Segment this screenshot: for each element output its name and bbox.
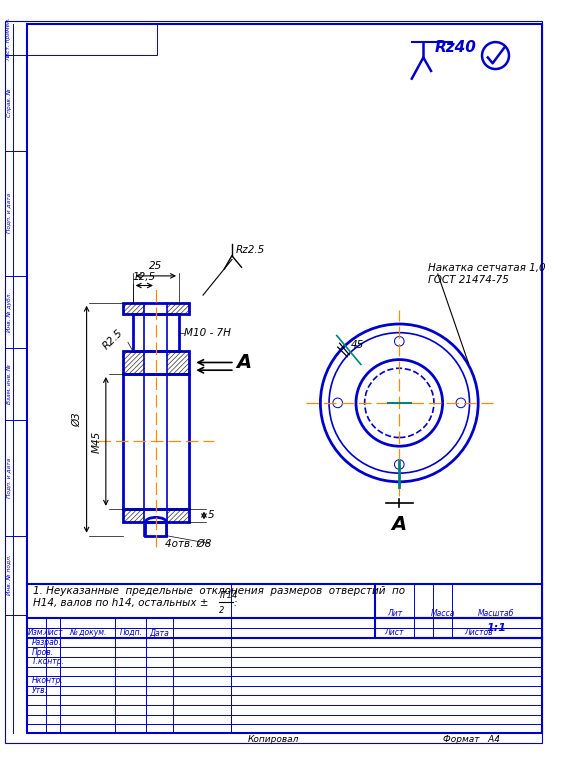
Text: 1:1: 1:1 xyxy=(486,623,507,633)
Text: Взам. инв. №: Взам. инв. № xyxy=(7,364,11,404)
Text: Копировал: Копировал xyxy=(248,735,299,744)
Text: Rz40: Rz40 xyxy=(435,40,477,55)
Text: Подп.: Подп. xyxy=(119,629,143,638)
Text: Пров.: Пров. xyxy=(32,648,54,657)
Bar xyxy=(123,351,189,374)
Text: Масса: Масса xyxy=(431,609,455,618)
Text: 1. Неуказанные  предельные  отклонения  размеров  отверстий  по: 1. Неуказанные предельные отклонения раз… xyxy=(33,587,405,597)
Text: Формат   А4: Формат А4 xyxy=(443,735,500,744)
Text: № докум.: № докум. xyxy=(69,629,106,638)
Text: Ø3: Ø3 xyxy=(72,412,82,426)
Text: Лит: Лит xyxy=(387,609,402,618)
Bar xyxy=(123,374,189,508)
Bar xyxy=(145,522,166,536)
Text: Лист: Лист xyxy=(385,629,404,638)
Text: М10 - 7Н: М10 - 7Н xyxy=(184,328,231,337)
Text: Масштаб: Масштаб xyxy=(478,609,515,618)
Text: 45: 45 xyxy=(351,340,365,350)
Text: Т.контр.: Т.контр. xyxy=(32,657,65,667)
Text: Инв. № подл.: Инв. № подл. xyxy=(6,555,12,596)
Text: 2: 2 xyxy=(219,606,225,615)
Text: ГОСТ 21474-75: ГОСТ 21474-75 xyxy=(428,275,509,285)
Text: R2.5: R2.5 xyxy=(101,328,125,351)
Text: Разраб.: Разраб. xyxy=(32,638,61,647)
Text: 4отв. Ø8: 4отв. Ø8 xyxy=(165,538,212,549)
Text: Нконтр.: Нконтр. xyxy=(32,676,64,686)
Text: Изм.: Изм. xyxy=(28,629,45,638)
Text: М45: М45 xyxy=(92,430,102,452)
Bar xyxy=(123,508,189,522)
Text: 25: 25 xyxy=(149,261,162,271)
Text: Н14, валов по h14, остальных ±: Н14, валов по h14, остальных ± xyxy=(33,598,211,608)
Text: Справ. №: Справ. № xyxy=(6,88,12,117)
Text: А: А xyxy=(237,353,252,372)
Text: Подп. и дата: Подп. и дата xyxy=(7,193,11,233)
Text: :: : xyxy=(234,598,237,608)
Text: Листов: Листов xyxy=(464,629,492,638)
Text: Лист. примен.: Лист. примен. xyxy=(7,17,11,61)
Text: 12,5: 12,5 xyxy=(133,271,156,282)
Text: Инв. № дубл.: Инв. № дубл. xyxy=(6,292,12,332)
Bar xyxy=(133,315,179,351)
Text: Rz2.5: Rz2.5 xyxy=(236,245,265,255)
Bar xyxy=(27,24,157,55)
Text: IT14: IT14 xyxy=(219,591,238,600)
Bar xyxy=(123,302,189,315)
Text: Накатка сетчатая 1,0: Накатка сетчатая 1,0 xyxy=(428,263,546,273)
Text: Лист: Лист xyxy=(43,629,62,638)
Text: Дата: Дата xyxy=(149,629,169,638)
Text: А: А xyxy=(392,515,407,534)
Text: 5: 5 xyxy=(208,511,215,521)
Text: Подп. и дата: Подп. и дата xyxy=(7,458,11,498)
Text: Утв.: Утв. xyxy=(32,686,48,695)
